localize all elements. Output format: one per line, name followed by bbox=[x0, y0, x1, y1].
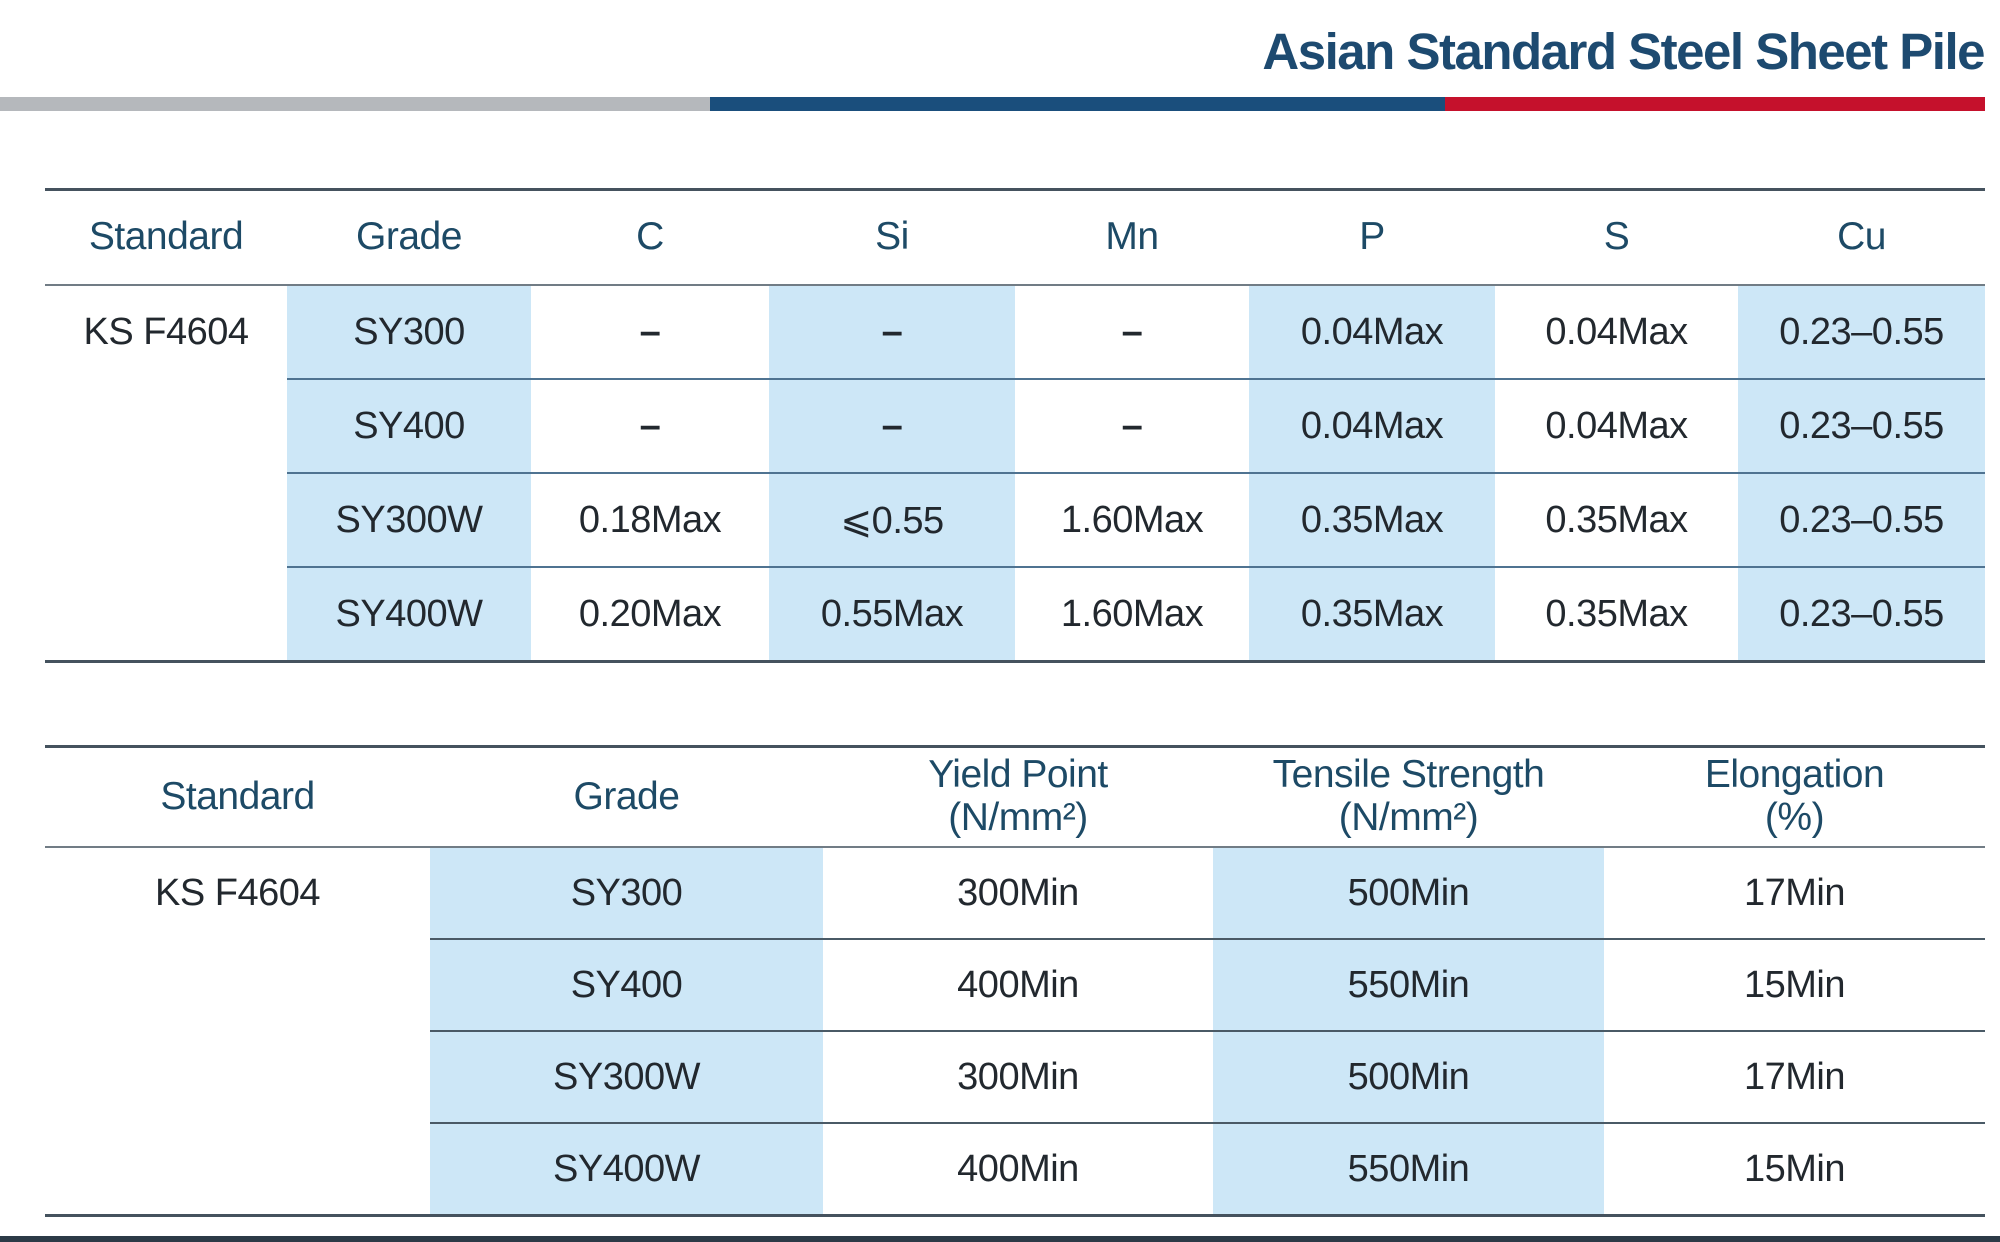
page-title: Asian Standard Steel Sheet Pile bbox=[1262, 23, 1985, 80]
chem-r3-mn: 1.60Max bbox=[1015, 474, 1249, 568]
chem-col-header-p: P bbox=[1249, 191, 1495, 286]
chem-col-header-standard: Standard bbox=[45, 191, 287, 286]
chem-col-header-mn: Mn bbox=[1015, 191, 1249, 286]
chem-col-header-cu: Cu bbox=[1738, 191, 1985, 286]
mech-col-header-tensile-strength: Tensile Strength (N/mm²) bbox=[1213, 748, 1604, 848]
chem-r1-c: – bbox=[531, 286, 769, 380]
chem-r3-s: 0.35Max bbox=[1495, 474, 1738, 568]
accent-bar-navy-segment bbox=[710, 97, 1445, 111]
chem-r4-c: 0.20Max bbox=[578, 592, 722, 635]
mech-header-grade-line1: Grade bbox=[573, 774, 680, 818]
mech-standard-cell: KS F4604 bbox=[45, 848, 430, 938]
mech-r1-yield: 300Min bbox=[823, 848, 1213, 940]
mech-col-header-grade: Grade bbox=[430, 748, 823, 848]
mech-r1-grade: SY300 bbox=[430, 848, 823, 940]
chem-col-header-s: S bbox=[1495, 191, 1738, 286]
chem-standard-cell: KS F4604 bbox=[45, 286, 287, 378]
mech-r2-yield: 400Min bbox=[823, 940, 1213, 1032]
chem-r1-p: 0.04Max bbox=[1249, 286, 1495, 380]
chem-r1-mn: – bbox=[1015, 286, 1249, 380]
mech-standard-label: KS F4604 bbox=[155, 871, 321, 914]
mech-col-header-elongation: Elongation (%) bbox=[1604, 748, 1985, 848]
chem-col-header-grade: Grade bbox=[287, 191, 531, 286]
accent-bar bbox=[0, 97, 1985, 111]
mech-r2-tensile: 550Min bbox=[1213, 940, 1604, 1032]
chem-r3-si: ⩽0.55 bbox=[769, 474, 1015, 568]
chemical-composition-table: Standard Grade C Si Mn P S Cu KS F4604 S… bbox=[45, 188, 1985, 663]
mech-header-yield-line1: Yield Point bbox=[928, 753, 1108, 797]
chem-r3-c: 0.18Max bbox=[531, 474, 769, 568]
chem-r4-p: 0.35Max bbox=[1249, 568, 1495, 660]
chem-r2-cu: 0.23–0.55 bbox=[1738, 380, 1985, 474]
mech-r4-yield: 400Min bbox=[957, 1147, 1079, 1190]
chem-r3-p: 0.35Max bbox=[1249, 474, 1495, 568]
chem-r2-si: – bbox=[769, 380, 1015, 474]
chem-r3-cu: 0.23–0.55 bbox=[1738, 474, 1985, 568]
chem-r1-cu: 0.23–0.55 bbox=[1738, 286, 1985, 380]
chem-r2-p: 0.04Max bbox=[1249, 380, 1495, 474]
chem-r1-grade: SY300 bbox=[287, 286, 531, 380]
mech-r1-elongation: 17Min bbox=[1604, 848, 1985, 940]
chem-r2-s: 0.04Max bbox=[1495, 380, 1738, 474]
mech-r3-tensile: 500Min bbox=[1213, 1032, 1604, 1124]
chem-r2-c: – bbox=[531, 380, 769, 474]
mech-header-yield-line2: (N/mm²) bbox=[948, 796, 1088, 839]
mech-r2-elongation: 15Min bbox=[1604, 940, 1985, 1032]
mech-r1-tensile: 500Min bbox=[1213, 848, 1604, 940]
chem-col-header-si: Si bbox=[769, 191, 1015, 286]
chem-r2-mn: – bbox=[1015, 380, 1249, 474]
mechanical-properties-table: Standard Grade Yield Point (N/mm²) Tensi… bbox=[45, 745, 1985, 1217]
mech-r3-elongation: 17Min bbox=[1604, 1032, 1985, 1124]
mech-col-header-yield-point: Yield Point (N/mm²) bbox=[823, 748, 1213, 848]
mech-header-tensile-line1: Tensile Strength bbox=[1272, 753, 1545, 797]
accent-bar-gray-segment bbox=[0, 97, 710, 111]
chem-r3-grade: SY300W bbox=[287, 474, 531, 568]
mech-r4-grade: SY400W bbox=[430, 1124, 823, 1214]
chem-col-header-c: C bbox=[531, 191, 769, 286]
chem-standard-label: KS F4604 bbox=[83, 310, 250, 353]
chem-r1-si: – bbox=[769, 286, 1015, 380]
mech-r4-tensile: 550Min bbox=[1213, 1124, 1604, 1214]
chem-r2-grade: SY400 bbox=[287, 380, 531, 474]
chem-r1-s: 0.04Max bbox=[1495, 286, 1738, 380]
mech-header-standard-line1: Standard bbox=[160, 774, 315, 818]
chem-r4-s: 0.35Max bbox=[1545, 592, 1688, 635]
mech-header-elongation-line1: Elongation bbox=[1704, 753, 1885, 797]
chem-r4-cu: 0.23–0.55 bbox=[1738, 568, 1985, 660]
chem-r4-mn: 1.60Max bbox=[1060, 592, 1204, 635]
footer-bar bbox=[0, 1236, 2000, 1242]
chem-r4-grade: SY400W bbox=[287, 568, 531, 660]
mech-col-header-standard: Standard bbox=[45, 748, 430, 848]
accent-bar-red-segment bbox=[1445, 97, 1985, 111]
mech-r3-grade: SY300W bbox=[430, 1032, 823, 1124]
mech-header-elongation-line2: (%) bbox=[1764, 796, 1825, 839]
chem-r4-si: 0.55Max bbox=[769, 568, 1015, 660]
mech-r3-yield: 300Min bbox=[823, 1032, 1213, 1124]
mech-r2-grade: SY400 bbox=[430, 940, 823, 1032]
mech-r4-elongation: 15Min bbox=[1744, 1147, 1846, 1190]
mech-header-tensile-line2: (N/mm²) bbox=[1338, 796, 1479, 839]
